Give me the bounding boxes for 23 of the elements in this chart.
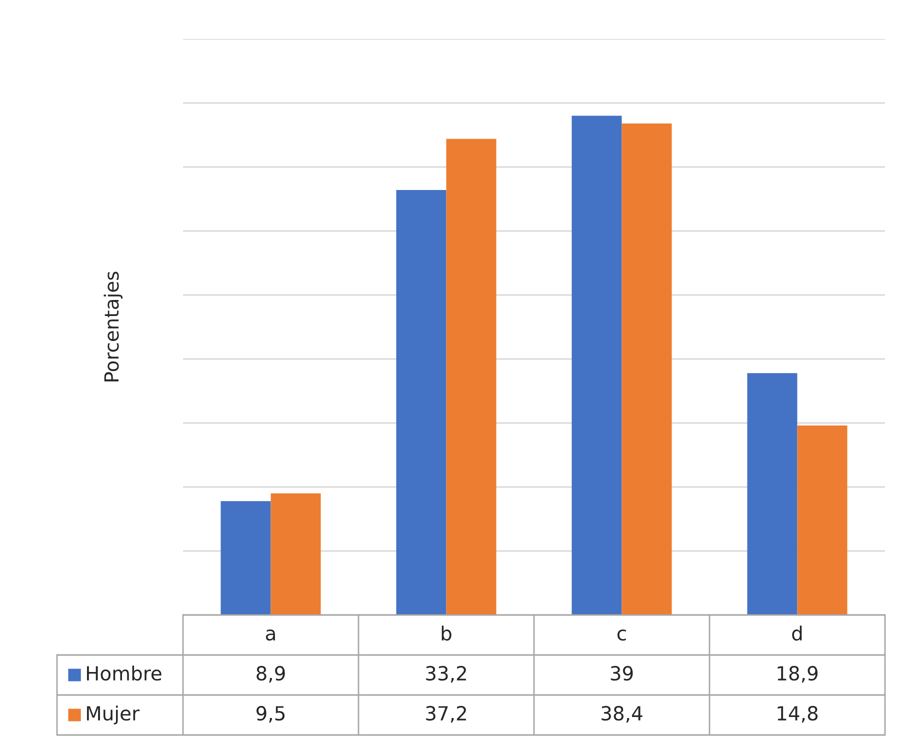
bar: [572, 116, 622, 615]
legend-label: Mujer: [86, 706, 140, 724]
data-label: 8,9: [256, 666, 285, 683]
data-label: 39: [610, 666, 633, 681]
bar: [270, 493, 321, 615]
bar: [797, 426, 848, 615]
x-tick-label: d: [792, 626, 802, 641]
x-tick-label: b: [442, 626, 452, 641]
bar: [622, 123, 672, 615]
legend-label: Hombre: [86, 666, 162, 681]
x-tick-label: c: [617, 629, 626, 641]
data-label: 33,2: [426, 666, 466, 683]
bar: [446, 138, 496, 615]
data-label: 18,9: [778, 666, 818, 683]
bar: [396, 190, 446, 615]
data-label: 14,8: [778, 706, 818, 723]
data-label: 9,5: [256, 706, 285, 723]
bar: [220, 501, 271, 615]
data-label: 38,4: [602, 706, 642, 723]
y-axis-title: Porcentajes: [104, 272, 123, 382]
data-label: 37,2: [426, 706, 466, 723]
bar: [747, 373, 798, 615]
x-tick-label: a: [266, 629, 275, 641]
